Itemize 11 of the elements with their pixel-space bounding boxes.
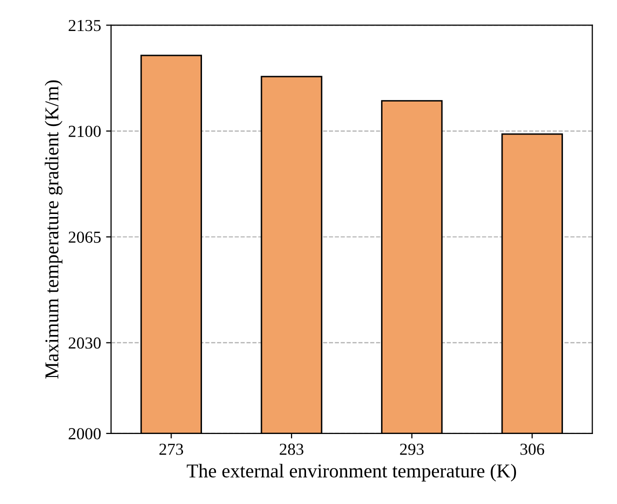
x-tick-label: 306: [520, 444, 544, 455]
x-axis-title: The external environment temperature (K): [186, 464, 516, 482]
x-tick-label: 293: [400, 444, 424, 455]
y-tick-label: 2065: [68, 232, 101, 243]
y-tick-label: 2000: [68, 428, 101, 440]
x-tick-label: 273: [159, 444, 184, 455]
y-axis-title: Maximum temperature gradient (K/m): [44, 80, 62, 379]
y-tick-label: 2135: [68, 20, 101, 32]
y-tick-label: 2100: [68, 126, 101, 137]
y-tick-label: 2030: [68, 337, 101, 349]
x-tick-label: 283: [280, 444, 304, 455]
